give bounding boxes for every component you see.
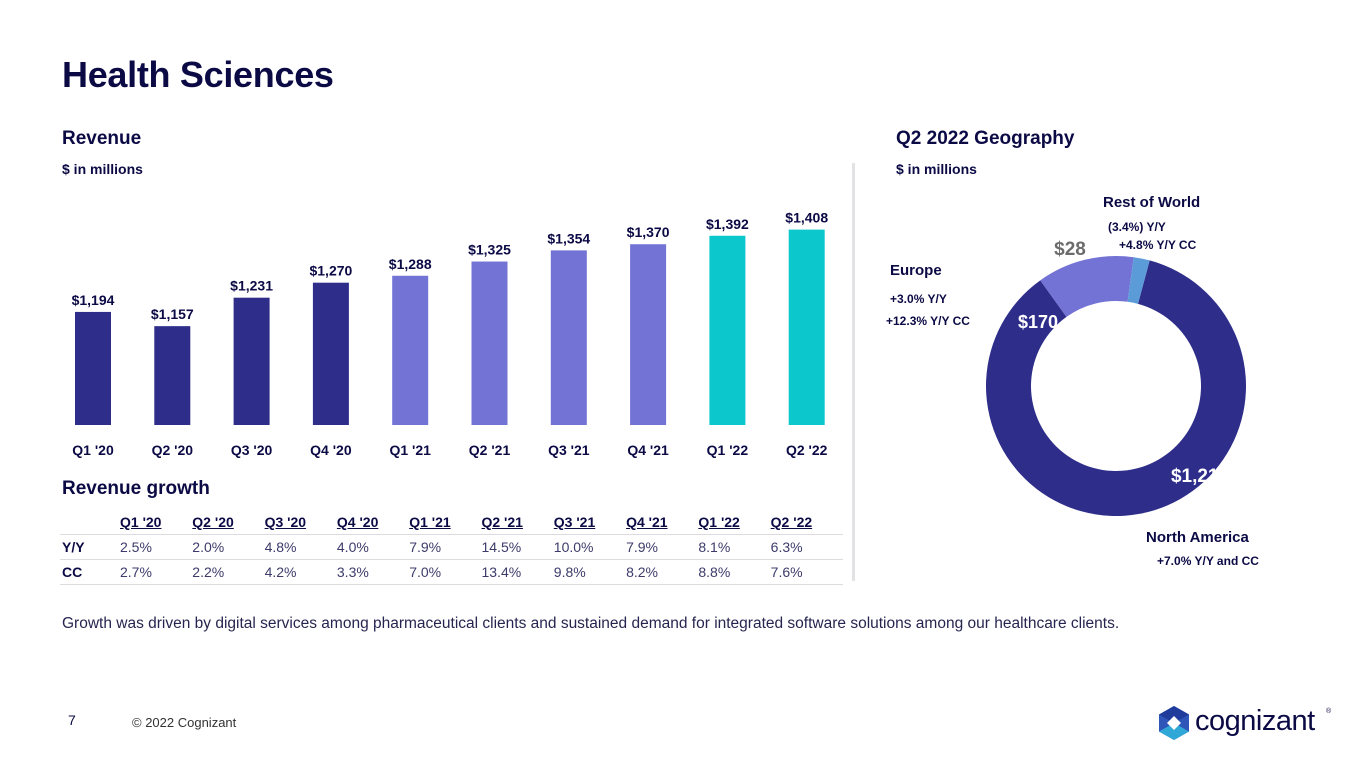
donut-slice-north-america — [986, 260, 1246, 516]
growth-cell: 2.0% — [192, 534, 265, 560]
cognizant-hexagon-icon — [1159, 706, 1189, 740]
section-divider — [852, 163, 855, 581]
cognizant-wordmark: cognizant — [1195, 705, 1315, 737]
growth-col-header: Q1 '22 — [698, 512, 771, 535]
region-name-north-america: North America — [1146, 529, 1249, 546]
growth-cell: 8.1% — [698, 534, 771, 560]
growth-col-header: Q2 '20 — [192, 512, 265, 535]
donut-slice-europe — [1040, 256, 1134, 317]
growth-cell: 2.2% — [192, 559, 265, 585]
growth-cell: 7.9% — [626, 534, 699, 560]
revenue-growth-title: Revenue growth — [62, 478, 210, 499]
growth-cell: 8.8% — [698, 559, 771, 585]
growth-cell: 3.3% — [336, 559, 410, 585]
revenue-bar — [312, 282, 349, 425]
revenue-category-label: Q2 '21 — [469, 442, 511, 458]
revenue-bar — [471, 261, 508, 425]
growth-cell: 14.5% — [481, 534, 554, 560]
revenue-growth-table: Q1 '20 Q2 '20 Q3 '20 Q4 '20 Q1 '21 Q2 '2… — [60, 512, 843, 585]
growth-col-header: Q4 '21 — [626, 512, 699, 535]
growth-col-header: Q1 '21 — [409, 512, 482, 535]
region-note-europe: +12.3% Y/Y CC — [886, 314, 970, 328]
region-name-europe: Europe — [890, 262, 942, 279]
growth-table-corner — [60, 512, 120, 535]
revenue-bar-value-label: $1,231 — [230, 278, 273, 294]
revenue-bar — [630, 244, 667, 425]
cognizant-logo: cognizant ® — [1155, 703, 1335, 743]
growth-col-header: Q4 '20 — [336, 512, 410, 535]
revenue-bar-value-label: $1,194 — [72, 292, 115, 308]
geography-donut-chart: $1,210 $170 $28 Europe +3.0% Y/Y +12.3% Y/Y C… — [886, 194, 1259, 568]
revenue-units-label: $ in millions — [62, 161, 143, 177]
growth-cell: 8.2% — [626, 559, 699, 585]
revenue-category-label: Q3 '21 — [548, 442, 590, 458]
growth-cell: 6.3% — [770, 534, 843, 560]
revenue-category-label: Q1 '22 — [707, 442, 749, 458]
growth-cell: 7.6% — [770, 559, 843, 585]
revenue-category-label: Q3 '20 — [231, 442, 273, 458]
region-name-rest-of-world: Rest of World — [1103, 194, 1200, 211]
growth-cell: 7.9% — [409, 534, 482, 560]
growth-cell: 2.7% — [120, 559, 193, 585]
revenue-category-label: Q1 '21 — [389, 442, 431, 458]
growth-row-label: Y/Y — [60, 534, 120, 560]
revenue-category-label: Q2 '20 — [152, 442, 194, 458]
geography-section-title: Q2 2022 Geography — [896, 128, 1075, 149]
commentary-text: Growth was driven by digital services am… — [62, 615, 1120, 632]
page-number: 7 — [68, 712, 76, 728]
revenue-category-label: Q2 '22 — [786, 442, 828, 458]
revenue-bar-value-label: $1,408 — [785, 210, 828, 226]
growth-row-yy: Y/Y 2.5% 2.0% 4.8% 4.0% 7.9% 14.5% 10.0%… — [60, 534, 843, 560]
region-note-europe: +3.0% Y/Y — [890, 292, 947, 306]
revenue-bar-value-label: $1,392 — [706, 216, 749, 232]
growth-cell: 4.8% — [264, 534, 337, 560]
region-note-rest-of-world: (3.4%) Y/Y — [1108, 220, 1166, 234]
growth-col-header: Q3 '21 — [553, 512, 627, 535]
revenue-category-label: Q1 '20 — [72, 442, 114, 458]
growth-table-header-row: Q1 '20 Q2 '20 Q3 '20 Q4 '20 Q1 '21 Q2 '2… — [60, 512, 843, 535]
revenue-bar-value-label: $1,325 — [468, 242, 511, 258]
copyright-text: © 2022 Cognizant — [132, 715, 237, 730]
donut-value-label-europe: $170 — [1018, 312, 1058, 332]
region-note-north-america: +7.0% Y/Y and CC — [1157, 554, 1259, 568]
revenue-bar — [550, 250, 587, 425]
growth-cell: 10.0% — [553, 534, 627, 560]
growth-col-header: Q2 '21 — [481, 512, 554, 535]
growth-cell: 9.8% — [553, 559, 627, 585]
revenue-bar — [392, 275, 429, 425]
revenue-bar — [233, 297, 270, 425]
revenue-bar-value-label: $1,288 — [389, 256, 432, 272]
revenue-bar-value-label: $1,370 — [627, 224, 670, 240]
donut-value-label-rest-of-world: $28 — [1054, 239, 1086, 260]
region-note-rest-of-world: +4.8% Y/Y CC — [1119, 238, 1197, 252]
growth-cell: 13.4% — [481, 559, 554, 585]
revenue-section-title: Revenue — [62, 128, 142, 149]
revenue-bar-value-label: $1,270 — [309, 263, 352, 279]
revenue-bar — [75, 311, 111, 425]
growth-cell: 4.0% — [336, 534, 410, 560]
revenue-bar-value-label: $1,354 — [547, 230, 590, 246]
growth-row-cc: CC 2.7% 2.2% 4.2% 3.3% 7.0% 13.4% 9.8% 8… — [60, 559, 843, 585]
growth-cell: 2.5% — [120, 534, 193, 560]
registered-mark: ® — [1326, 708, 1332, 715]
growth-cell: 4.2% — [264, 559, 337, 585]
revenue-category-label: Q4 '20 — [310, 442, 352, 458]
growth-col-header: Q1 '20 — [120, 512, 193, 535]
revenue-bar — [709, 235, 746, 425]
donut-slice-rest-of-world — [1127, 257, 1150, 304]
donut-value-label-north-america: $1,210 — [1171, 466, 1229, 487]
revenue-bar — [788, 229, 825, 425]
growth-col-header: Q3 '20 — [264, 512, 337, 535]
revenue-category-label: Q4 '21 — [627, 442, 669, 458]
geography-units-label: $ in millions — [896, 161, 977, 177]
growth-row-label: CC — [60, 559, 120, 585]
revenue-bar-chart: $1,194 Q1 '20 $1,157 Q2 '20 $1,231 Q3 '20 $1,2… — [72, 210, 829, 458]
revenue-bar — [154, 326, 191, 425]
growth-col-header: Q2 '22 — [770, 512, 843, 535]
growth-cell: 7.0% — [409, 559, 482, 585]
page-title: Health Sciences — [62, 54, 334, 95]
revenue-bar-value-label: $1,157 — [151, 306, 194, 322]
